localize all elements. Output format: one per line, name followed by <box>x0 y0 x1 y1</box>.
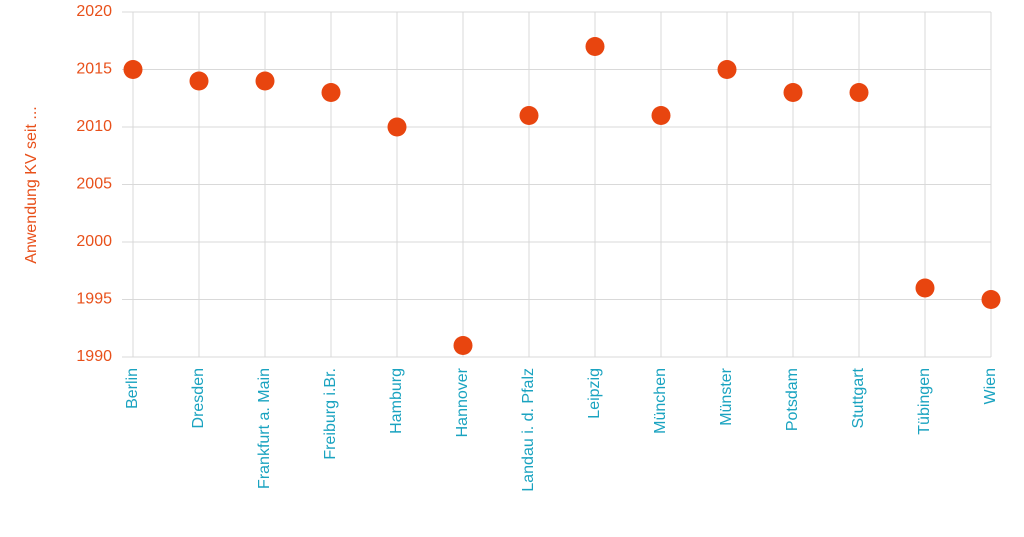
dot <box>651 106 671 125</box>
x-tick-label: München <box>652 368 669 434</box>
y-tick-label: 2000 <box>76 233 112 250</box>
x-tick-label: Potsdam <box>784 368 801 431</box>
dot <box>849 83 869 102</box>
dot <box>981 290 1001 309</box>
dot <box>453 336 473 355</box>
dot <box>321 83 341 102</box>
x-tick-label: Frankfurt a. Main <box>256 368 273 489</box>
y-tick-label: 2020 <box>76 3 112 20</box>
x-tick-label: Münster <box>718 367 735 425</box>
dot <box>255 71 275 91</box>
dot <box>717 60 737 79</box>
y-tick-label: 2015 <box>76 61 112 78</box>
y-axis-label: Anwendung KV seit ... <box>23 106 40 263</box>
dot <box>123 60 143 79</box>
y-tick-label: 1995 <box>76 291 112 308</box>
x-tick-label: Dresden <box>190 368 207 428</box>
dot <box>585 37 605 56</box>
dot <box>189 71 209 91</box>
dot <box>915 278 935 298</box>
x-tick-label: Wien <box>982 368 999 404</box>
x-tick-label: Hannover <box>454 367 471 437</box>
dot <box>783 83 803 102</box>
y-tick-label: 2005 <box>76 176 112 193</box>
x-tick-label: Freiburg i.Br. <box>322 368 339 460</box>
x-tick-label: Tübingen <box>916 368 933 435</box>
dot <box>387 117 407 137</box>
y-tick-label: 2010 <box>76 118 112 135</box>
y-tick-label: 1990 <box>76 348 112 365</box>
dot <box>519 106 539 125</box>
x-tick-label: Hamburg <box>388 368 405 434</box>
x-tick-label: Leipzig <box>586 368 603 419</box>
x-tick-label: Stuttgart <box>850 367 867 428</box>
x-tick-label: Berlin <box>124 368 141 409</box>
x-tick-label: Landau i. d. Pfalz <box>520 368 537 492</box>
